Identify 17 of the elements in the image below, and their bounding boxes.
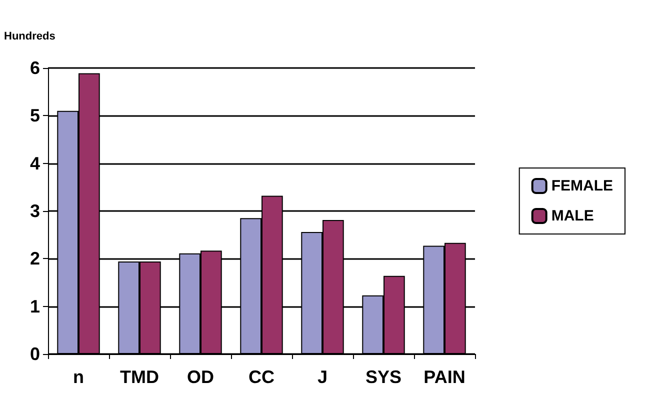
y-axis-title: Hundreds: [4, 30, 56, 42]
y-tick-label: 0: [30, 344, 40, 364]
x-tick-label: OD: [187, 367, 214, 387]
x-tick-label: PAIN: [424, 367, 466, 387]
y-tick-label: 5: [30, 106, 40, 126]
x-tick-label: TMD: [120, 367, 159, 387]
y-tick-label: 1: [30, 296, 40, 316]
y-tick-label: 4: [30, 153, 40, 174]
x-tick-label: CC: [248, 367, 274, 387]
legend-label: MALE: [551, 208, 594, 224]
y-tick-label: 3: [30, 201, 40, 221]
legend-label: FEMALE: [551, 178, 614, 194]
y-tick-label: 6: [30, 58, 40, 78]
x-tick-label: n: [73, 367, 84, 387]
y-tick-label: 2: [30, 248, 40, 269]
x-tick-label: SYS: [365, 367, 402, 387]
x-tick-label: J: [317, 367, 328, 387]
